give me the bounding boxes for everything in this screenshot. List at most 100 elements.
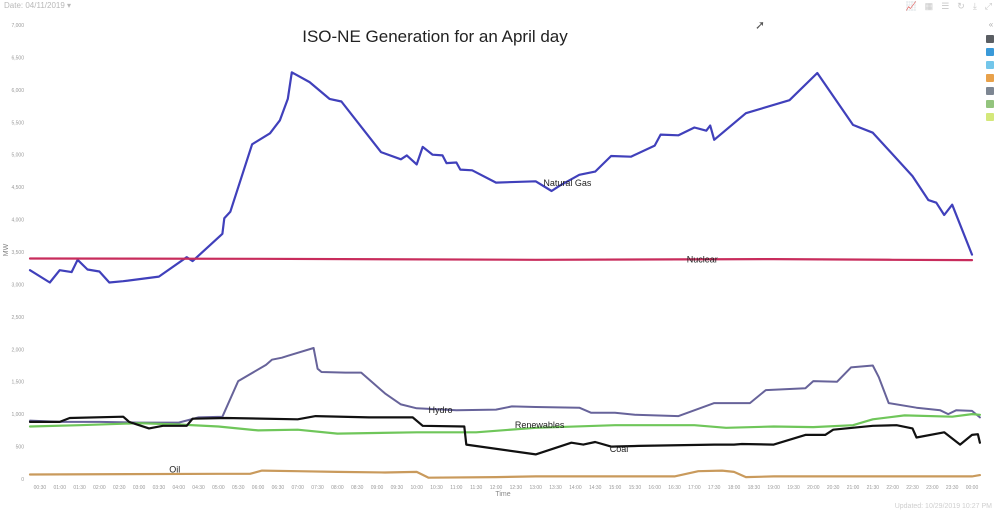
series-label-hydro: Hydro <box>429 405 453 415</box>
legend-collapse-icon[interactable]: « <box>988 20 994 29</box>
y-tick-label: 2,000 <box>11 347 24 353</box>
series-line-hydro[interactable] <box>29 347 981 424</box>
y-tick-label: 0 <box>21 477 24 483</box>
updated-timestamp: Updated: 10/29/2019 10:27 PM <box>894 503 992 510</box>
y-tick-label: 4,500 <box>11 185 24 191</box>
x-tick-label: 02:30 <box>113 485 126 491</box>
x-axis: 00:30 01:00 01:30 02:00 02:30 03:00 03:30 04:00… <box>34 485 979 491</box>
stack-icon[interactable]: ☰ <box>941 1 950 11</box>
x-tick-label: 13:00 <box>529 485 542 491</box>
x-tick-label: 23:00 <box>926 485 939 491</box>
x-tick-label: 16:30 <box>668 485 681 491</box>
series-label-nuclear: Nuclear <box>687 254 718 264</box>
legend-swatch[interactable] <box>986 35 994 43</box>
x-tick-label: 18:30 <box>748 485 761 491</box>
y-tick-label: 5,000 <box>11 153 24 159</box>
x-tick-label: 04:30 <box>192 485 205 491</box>
y-tick-label: 6,000 <box>11 88 24 94</box>
x-tick-label: 19:00 <box>767 485 780 491</box>
chevron-down-icon: ▾ <box>67 1 72 10</box>
x-tick-label: 05:00 <box>212 485 225 491</box>
x-tick-label: 20:00 <box>807 485 820 491</box>
x-tick-label: 06:30 <box>272 485 285 491</box>
x-tick-label: 02:00 <box>93 485 106 491</box>
legend-swatch[interactable] <box>986 113 994 121</box>
top-bar: Date: 04/11/2019 ▾ 📈 ▦ ☰ ↻ ⤓ ⤢ <box>0 0 1000 14</box>
series-line-renewables[interactable] <box>28 413 982 435</box>
x-tick-label: 08:30 <box>351 485 364 491</box>
x-tick-label: 20:30 <box>827 485 840 491</box>
x-tick-label: 01:30 <box>73 485 86 491</box>
x-tick-label: 16:00 <box>648 485 661 491</box>
x-tick-label: 22:00 <box>886 485 899 491</box>
x-tick-label: 00:00 <box>966 485 979 491</box>
x-tick-label: 09:30 <box>391 485 404 491</box>
x-tick-label: 11:30 <box>470 485 482 491</box>
x-tick-label: 21:30 <box>867 485 880 491</box>
x-tick-label: 21:00 <box>847 485 860 491</box>
legend-swatch[interactable] <box>986 74 994 82</box>
x-tick-label: 08:00 <box>331 485 344 491</box>
y-tick-label: 6,500 <box>11 55 24 61</box>
legend-swatch[interactable] <box>986 100 994 108</box>
legend: « <box>986 20 996 121</box>
x-tick-label: 07:30 <box>311 485 324 491</box>
x-tick-label: 10:30 <box>430 485 443 491</box>
x-tick-label: 12:00 <box>490 485 503 491</box>
series-label-coal: Coal <box>610 444 629 454</box>
x-tick-label: 23:30 <box>946 485 959 491</box>
x-tick-label: 15:30 <box>629 485 642 491</box>
x-tick-label: 06:00 <box>252 485 265 491</box>
x-tick-label: 11:00 <box>450 485 462 491</box>
x-tick-label: 12:30 <box>510 485 523 491</box>
series-line-oil[interactable] <box>28 469 982 479</box>
x-tick-label: 22:30 <box>906 485 919 491</box>
cursor-icon: ➚ <box>755 18 766 32</box>
y-tick-label: 2,500 <box>11 315 24 321</box>
y-tick-label: 1,500 <box>11 380 24 386</box>
series-layer <box>28 71 982 479</box>
y-tick-label: 1,000 <box>11 412 24 418</box>
x-tick-label: 03:00 <box>133 485 146 491</box>
x-tick-label: 05:30 <box>232 485 245 491</box>
x-tick-label: 07:00 <box>291 485 304 491</box>
x-axis-label: Time <box>495 491 510 498</box>
y-tick-label: 3,000 <box>11 282 24 288</box>
x-tick-label: 13:30 <box>549 485 562 491</box>
series-label-renewables: Renewables <box>515 420 565 430</box>
x-tick-label: 14:30 <box>589 485 602 491</box>
x-tick-label: 18:00 <box>728 485 741 491</box>
download-icon[interactable]: ⤓ <box>972 1 977 11</box>
y-tick-label: 5,500 <box>11 120 24 126</box>
x-tick-label: 10:00 <box>410 485 423 491</box>
series-label-natural-gas: Natural Gas <box>543 178 592 188</box>
x-tick-label: 17:30 <box>708 485 721 491</box>
x-tick-label: 03:30 <box>153 485 166 491</box>
date-label: Date: 04/11/2019 <box>4 1 65 10</box>
date-select[interactable]: Date: 04/11/2019 ▾ <box>4 1 71 10</box>
line-chart-icon[interactable]: 📈 <box>905 1 917 11</box>
x-tick-label: 17:00 <box>688 485 701 491</box>
x-tick-label: 04:00 <box>172 485 185 491</box>
y-axis-label: MW <box>3 243 10 256</box>
x-tick-label: 19:30 <box>787 485 800 491</box>
x-tick-label: 09:00 <box>371 485 384 491</box>
series-line-coal[interactable] <box>28 415 982 456</box>
chart-toolbar: 📈 ▦ ☰ ↻ ⤓ ⤢ <box>905 1 992 12</box>
legend-swatch[interactable] <box>986 87 994 95</box>
x-tick-label: 00:30 <box>34 485 47 491</box>
y-tick-label: 500 <box>16 445 25 451</box>
y-tick-label: 7,000 <box>11 23 24 29</box>
refresh-icon[interactable]: ↻ <box>957 1 965 11</box>
table-icon[interactable]: ▦ <box>924 1 934 11</box>
series-line-nuclear[interactable] <box>28 257 974 262</box>
series-labels: Natural Gas Nuclear Hydro Renewables Coal Oil <box>169 178 718 475</box>
chart-title: ISO-NE Generation for an April day <box>302 27 568 46</box>
expand-icon[interactable]: ⤢ <box>984 1 992 11</box>
series-line-natural-gas[interactable] <box>28 71 974 284</box>
y-tick-label: 4,000 <box>11 218 24 224</box>
y-tick-label: 3,500 <box>11 250 24 256</box>
legend-swatch[interactable] <box>986 61 994 69</box>
legend-swatch[interactable] <box>986 48 994 56</box>
x-tick-label: 01:00 <box>53 485 66 491</box>
